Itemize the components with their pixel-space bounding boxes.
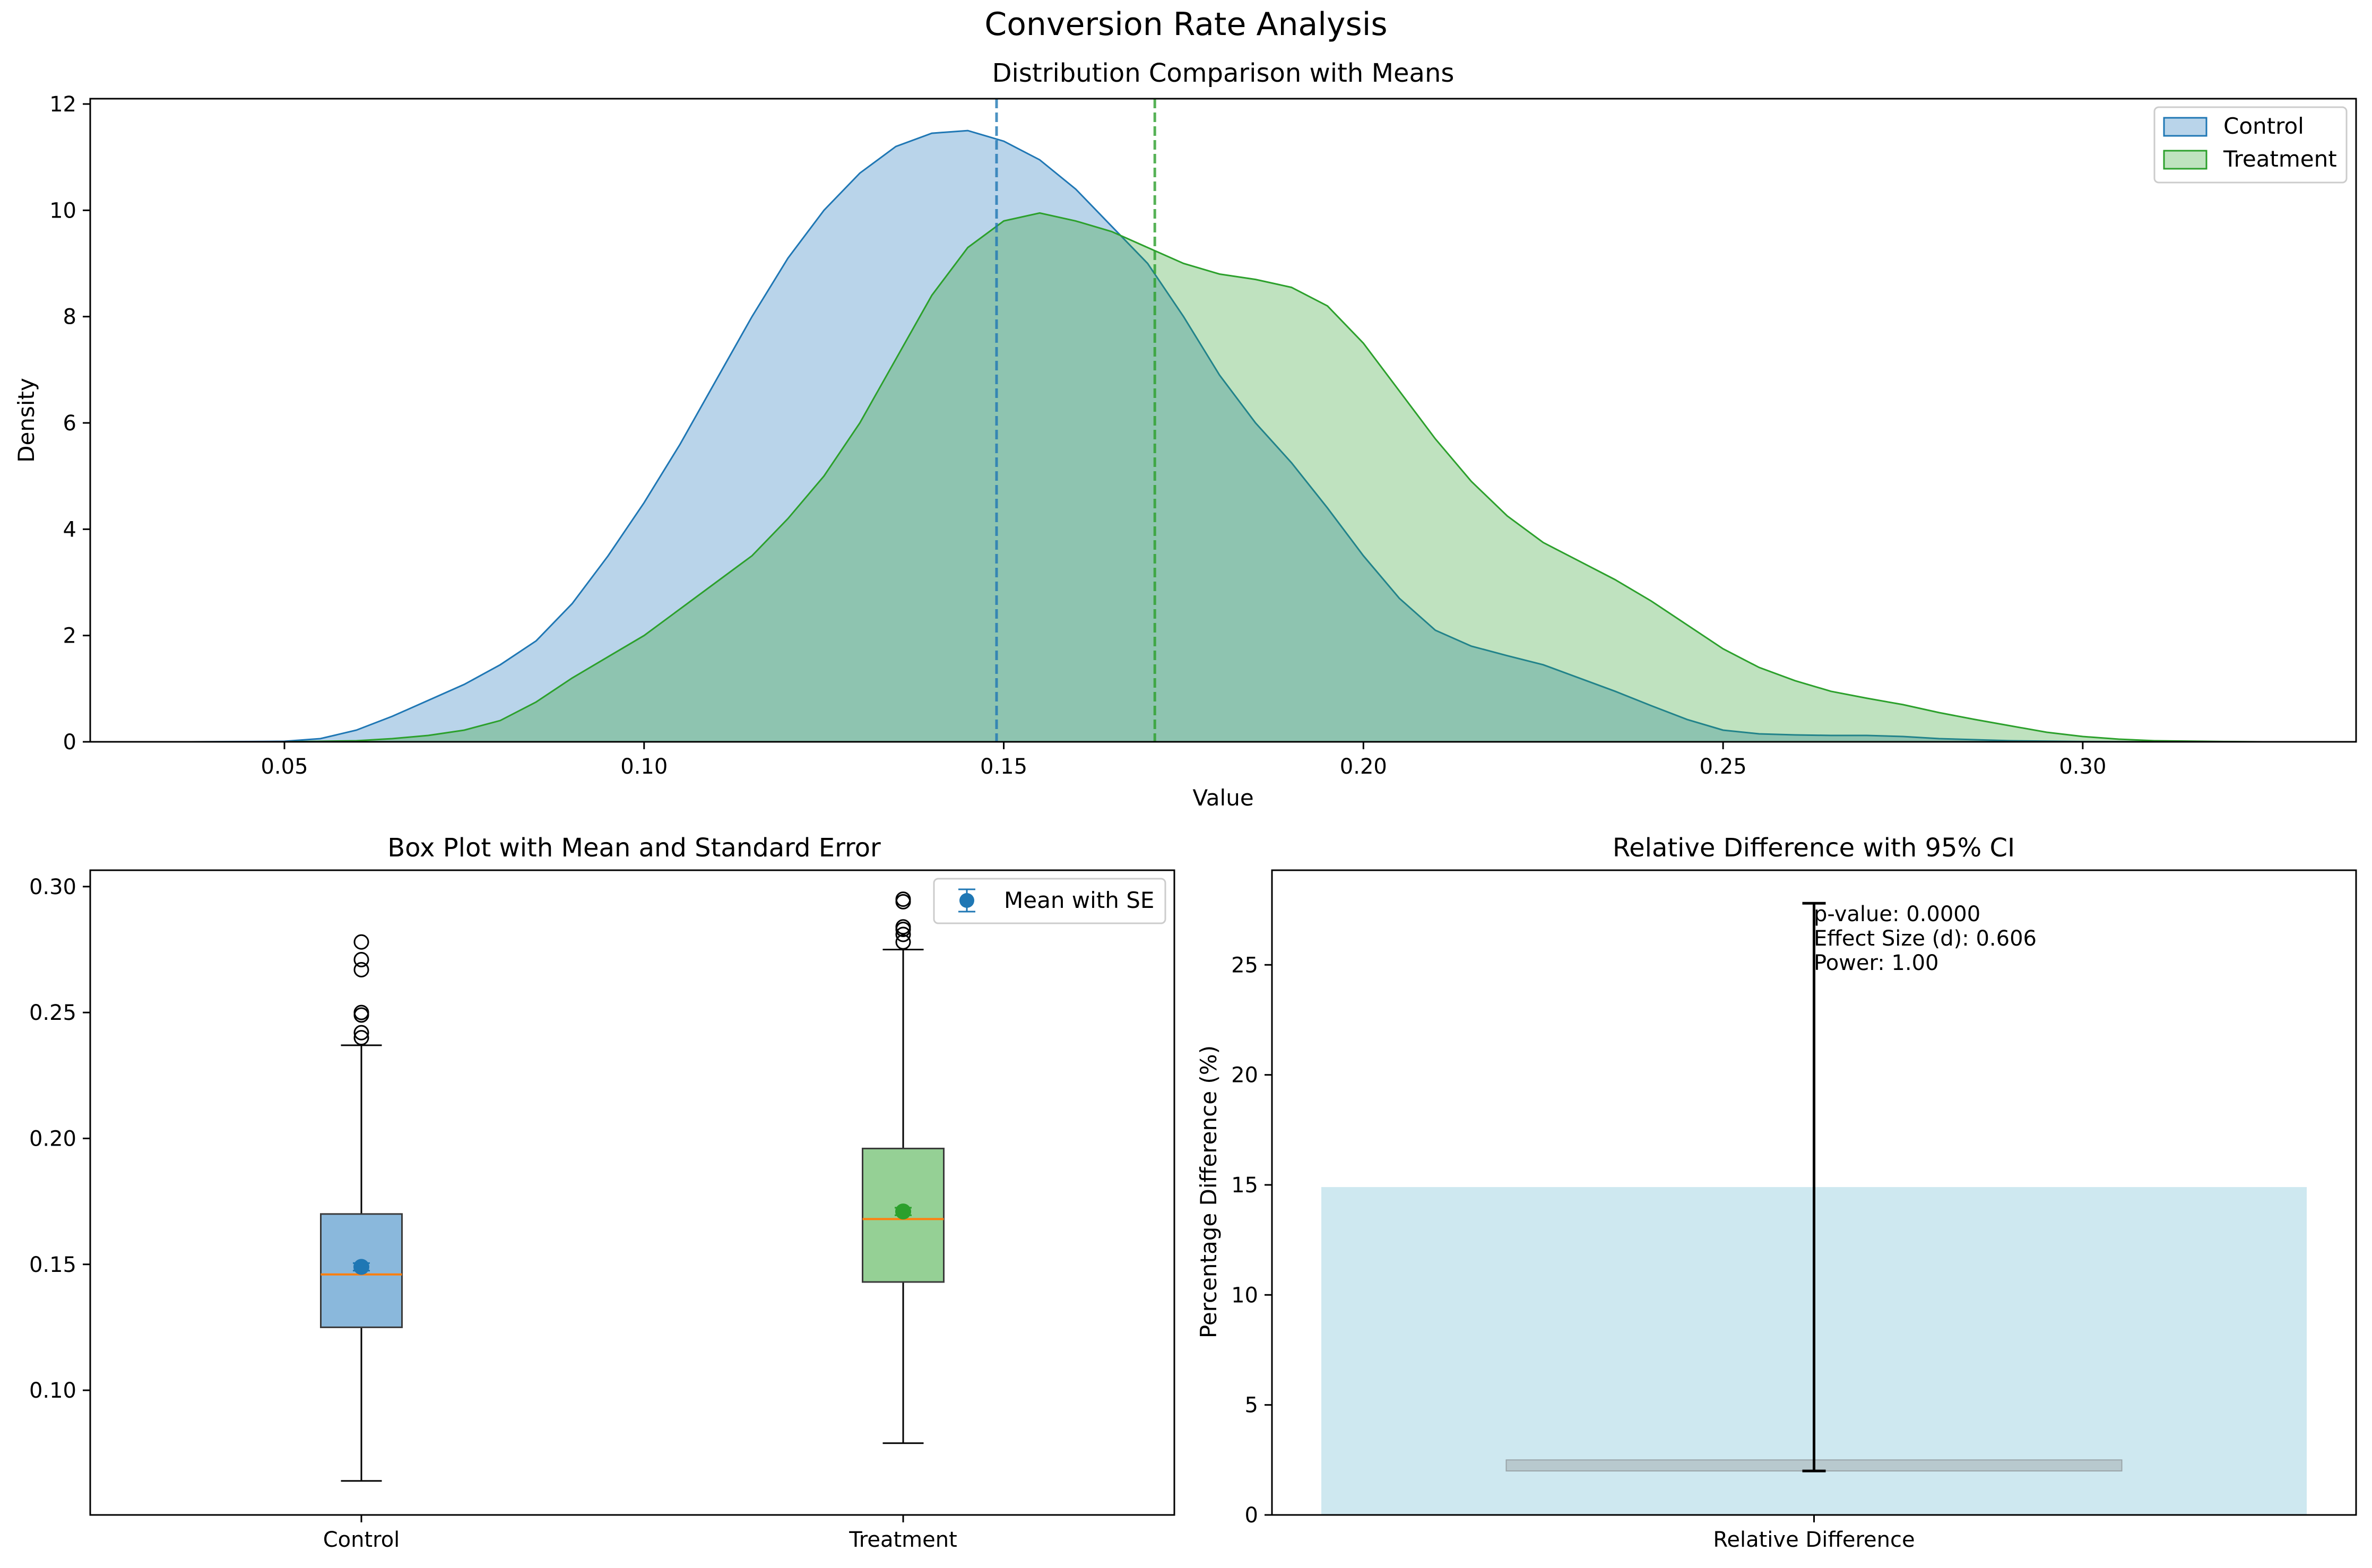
boxplot-panel: Box Plot with Mean and Standard Error Co…: [29, 833, 1175, 1552]
figure-title: Conversion Rate Analysis: [984, 6, 1387, 43]
outlier-treatment: [895, 926, 911, 942]
y-tick-label: 0.25: [29, 1001, 76, 1025]
x-tick-label: 0.15: [980, 755, 1027, 779]
legend-mean-label: Mean with SE: [1004, 887, 1154, 913]
annotation-p-value: p-value: 0.0000: [1814, 902, 1980, 926]
boxplot-legend: Mean with SE: [933, 878, 1166, 924]
legend-treatment-label: Treatment: [2223, 146, 2337, 172]
legend-treatment-swatch: [2163, 150, 2207, 170]
kde-line-treatment: [284, 212, 2263, 743]
mean-marker-control: [353, 1259, 369, 1275]
x-tick-label: Treatment: [849, 1528, 957, 1552]
x-tick-label: 0.10: [620, 755, 668, 779]
y-tick-label: 0: [63, 730, 76, 755]
distribution-axes-frame: [89, 98, 2357, 743]
y-tick-label: 10: [1231, 1283, 1258, 1307]
relative-ylabel: Percentage Difference (%): [1196, 1045, 1222, 1338]
outlier-control: [353, 934, 369, 950]
distribution-ylabel: Density: [13, 378, 39, 463]
x-tick-label: 0.30: [2059, 755, 2106, 779]
mean-marker-treatment: [895, 1203, 911, 1220]
y-tick-label: 10: [49, 198, 76, 223]
x-tick-label: Control: [323, 1528, 400, 1552]
distribution-title: Distribution Comparison with Means: [992, 58, 1455, 88]
distribution-xlabel: Value: [1192, 785, 1253, 811]
legend-mean-marker: [959, 893, 974, 908]
annotation-power: Power: 1.00: [1814, 951, 1939, 975]
y-tick-label: 12: [49, 92, 76, 117]
relative-difference-panel: Relative Difference with 95% CI Relative…: [1196, 833, 2357, 1552]
y-tick-label: 0.15: [29, 1253, 76, 1277]
y-tick-label: 15: [1231, 1173, 1258, 1198]
y-tick-label: 20: [1231, 1063, 1258, 1088]
y-tick-label: 0: [1245, 1503, 1258, 1528]
x-tick-label: Relative Difference: [1713, 1528, 1915, 1552]
outlier-treatment: [895, 934, 911, 950]
y-tick-label: 0.10: [29, 1379, 76, 1403]
outlier-treatment: [895, 919, 911, 935]
outlier-control: [353, 961, 369, 977]
outlier-control: [353, 1025, 369, 1041]
distribution-panel: Distribution Comparison with Means 0.05 0…: [13, 58, 2357, 811]
outlier-control: [353, 1030, 369, 1046]
outlier-control: [353, 1004, 369, 1020]
y-tick-label: 5: [1245, 1393, 1258, 1418]
y-tick-label: 4: [63, 517, 76, 542]
y-tick-label: 6: [63, 411, 76, 436]
outlier-control: [353, 951, 369, 967]
y-tick-label: 25: [1231, 953, 1258, 977]
distribution-legend: Control Treatment: [2153, 106, 2348, 184]
outlier-treatment: [895, 891, 911, 907]
y-tick-label: 8: [63, 305, 76, 330]
x-tick-label: 0.05: [261, 755, 308, 779]
x-tick-label: 0.25: [1700, 755, 1747, 779]
boxplot-title: Box Plot with Mean and Standard Error: [387, 833, 881, 863]
boxplot-axes-frame: [89, 869, 1175, 1516]
annotation-effect-size: Effect Size (d): 0.606: [1814, 926, 2037, 951]
relative-title: Relative Difference with 95% CI: [1613, 833, 2015, 863]
y-tick-label: 2: [63, 624, 76, 648]
kde-area-treatment: [284, 213, 2263, 742]
y-tick-label: 0.30: [29, 875, 76, 899]
kde-line-control: [191, 129, 2155, 743]
legend-control-swatch: [2163, 117, 2207, 137]
x-tick-label: 0.20: [1340, 755, 1387, 779]
y-tick-label: 0.20: [29, 1127, 76, 1151]
legend-control-label: Control: [2223, 113, 2304, 139]
kde-area-control: [191, 131, 2155, 742]
